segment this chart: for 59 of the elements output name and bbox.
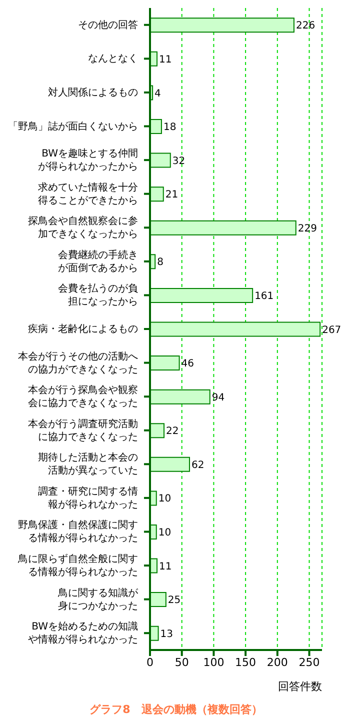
data-label: 229: [298, 223, 317, 234]
bar: [150, 322, 321, 337]
data-label: 226: [296, 20, 316, 32]
y-tick-label: 「野鳥」誌が面白くないから: [8, 120, 138, 132]
data-label: 21: [165, 190, 178, 201]
bar: [150, 119, 162, 134]
bar: [150, 592, 166, 608]
x-tick-label: 100: [203, 656, 224, 669]
data-label: 94: [212, 392, 225, 404]
x-axis-title: 回答件数: [278, 680, 322, 693]
bar: [150, 220, 296, 236]
data-label: 161: [254, 291, 274, 302]
y-tick-label: 会費継続の手続きが面倒であるから: [58, 248, 138, 274]
y-tick-label: 本会が行う調査研究活動に協力できなくなった: [28, 418, 138, 443]
data-label: 4: [154, 88, 161, 100]
bar: [150, 18, 294, 33]
data-label: 8: [157, 257, 164, 268]
y-tick-label: 野鳥保護・自然保護に関する情報が得られなかった: [18, 518, 138, 544]
y-tick-label: その他の回答: [78, 18, 138, 31]
data-label: 11: [159, 54, 172, 66]
data-label: 62: [191, 460, 204, 471]
y-tick-label: 対人関係によるもの: [48, 86, 138, 98]
y-tick-label: 鳥に関する知識が身につかなかった: [57, 586, 139, 612]
y-tick-label: 探鳥会や自然観察会に参加できなくなったから: [28, 214, 138, 240]
bar: [150, 152, 171, 168]
bar: [150, 626, 159, 641]
y-tick-label: 調査・研究に関する情報が得られなかった: [38, 485, 138, 510]
y-tick-label: 求めていた情報を十分得ることができたから: [38, 181, 138, 206]
y-tick-label: BWを趣味とする仲間が得られなかったから: [38, 147, 138, 172]
bar: [150, 389, 210, 404]
data-label: 46: [181, 358, 194, 370]
y-tick-label: なんとなく: [88, 53, 138, 64]
y-tick-label: 期待した活動と本会の活動が異なっていた: [38, 451, 138, 476]
x-tick-label: 50: [174, 656, 189, 669]
x-tick-label: 0: [146, 656, 154, 669]
x-tick-label: 250: [298, 656, 320, 669]
x-tick-label: 200: [266, 656, 288, 669]
data-label: 267: [322, 324, 342, 336]
y-tick-label: 本会が行うその他の活動への協力ができなくなった: [18, 350, 138, 376]
data-label: 32: [172, 156, 186, 167]
y-tick-label: 鳥に限らず自然全般に関する情報が得られなかった: [17, 552, 138, 578]
data-label: 13: [160, 628, 174, 640]
data-label: 25: [168, 595, 181, 606]
bar: [150, 423, 165, 438]
data-label: 22: [166, 426, 179, 438]
y-tick-label: 疾病・老齢化によるもの: [28, 322, 138, 335]
y-tick-label: 会費を払うのが負担になったから: [58, 282, 138, 308]
bar: [150, 356, 180, 371]
bar: [150, 186, 164, 202]
x-tick-label: 150: [235, 656, 256, 669]
bar: [150, 456, 190, 472]
y-tick-label: BWを始めるための知識や情報が得られなかった: [28, 620, 138, 646]
data-label: 18: [163, 122, 176, 134]
data-label: 10: [158, 494, 172, 505]
data-label: 10: [158, 528, 172, 539]
bar: [150, 288, 254, 303]
y-tick-label: 本会が行う探鳥会や観察会に協力できなくなった: [28, 384, 138, 409]
text: グラフ8 退会の動機（複数回答）: [88, 702, 264, 717]
data-label: 11: [159, 561, 172, 572]
